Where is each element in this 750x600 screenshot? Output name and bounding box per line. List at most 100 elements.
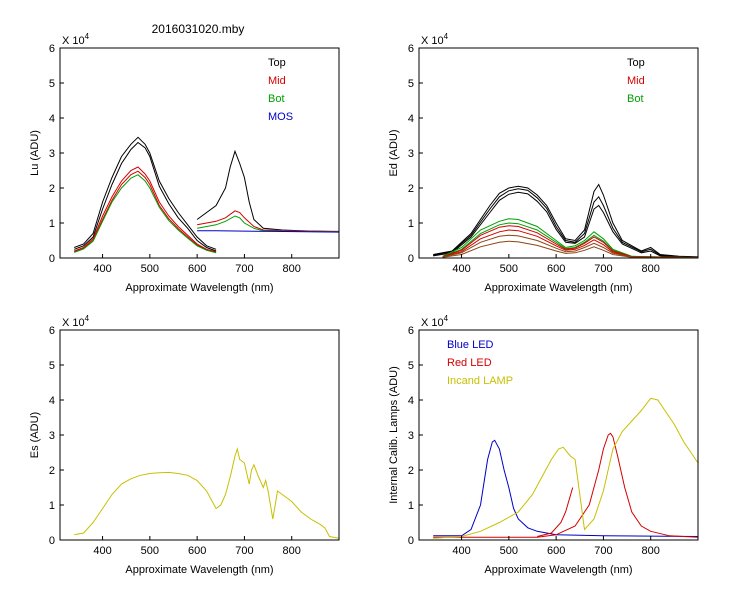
- series-line-lamps-0: [433, 439, 698, 537]
- x-tick-label-lamps-500: 500: [500, 545, 518, 557]
- legend-entry-ed-2: Bot: [627, 93, 644, 105]
- legend-entry-ed-1: Mid: [627, 75, 645, 87]
- x-tick-label-es-400: 400: [93, 545, 111, 557]
- y-tick-label-lamps-1: 1: [408, 500, 414, 512]
- y-tick-label-ed-4: 4: [408, 113, 414, 125]
- y-tick-label-lu-2: 2: [49, 183, 55, 195]
- y-tick-label-ed-1: 1: [408, 218, 414, 230]
- series-line-ed-3: [442, 218, 698, 258]
- series-line-lu-8: [197, 230, 339, 233]
- y-tick-label-lu-1: 1: [49, 218, 55, 230]
- series-line-ed-4: [442, 222, 698, 258]
- x-tick-label-ed-700: 700: [594, 263, 612, 275]
- y-tick-label-lamps-4: 4: [408, 395, 414, 407]
- y-tick-label-lamps-3: 3: [408, 430, 414, 442]
- series-line-ed-7: [442, 234, 698, 258]
- series-line-lu-1: [74, 141, 217, 252]
- x-tick-label-es-800: 800: [283, 545, 301, 557]
- y-tick-label-ed-0: 0: [408, 253, 414, 265]
- series-line-lu-3: [74, 170, 217, 253]
- y-tick-label-lamps-2: 2: [408, 465, 414, 477]
- series-line-lamps-3: [433, 397, 698, 539]
- series-line-lu-7: [197, 215, 339, 233]
- y-tick-label-es-6: 6: [49, 325, 55, 337]
- y-tick-label-lu-6: 6: [49, 43, 55, 55]
- y-tick-label-ed-5: 5: [408, 78, 414, 90]
- x-tick-label-ed-400: 400: [452, 263, 470, 275]
- x-tick-label-es-500: 500: [141, 545, 159, 557]
- chart-panel-lu: 400 500 600 700 800 0 1 2 3 4 5 6 X 104 Approximate W…: [29, 32, 340, 294]
- x-tick-label-lu-400: 400: [93, 263, 111, 275]
- x-axis-label-lamps: Approximate Wavelength (nm): [484, 564, 632, 576]
- x-tick-label-ed-500: 500: [500, 263, 518, 275]
- y-tick-label-lamps-0: 0: [408, 535, 414, 547]
- series-line-lu-0: [74, 136, 217, 250]
- y-multiplier-lamps: X 104: [421, 314, 449, 329]
- chart-panel-ed: 400 500 600 700 800 0 1 2 3 4 5 6 X 104 Approximate W…: [388, 32, 699, 294]
- y-tick-label-lu-3: 3: [49, 148, 55, 160]
- y-tick-label-ed-2: 2: [408, 183, 414, 195]
- series-line-ed-0: [433, 183, 698, 258]
- x-axis-label-ed: Approximate Wavelength (nm): [484, 282, 632, 294]
- series-line-lu-2: [74, 166, 217, 253]
- legend-entry-lamps-1: Red LED: [447, 357, 492, 369]
- x-tick-label-es-600: 600: [188, 545, 206, 557]
- axes-frame-es: [59, 329, 340, 541]
- y-tick-label-es-1: 1: [49, 500, 55, 512]
- x-tick-label-ed-600: 600: [547, 263, 565, 275]
- y-tick-label-lamps-5: 5: [408, 360, 414, 372]
- y-axis-label-ed: Ed (ADU): [388, 129, 400, 176]
- series-line-lu-6: [197, 210, 339, 232]
- y-tick-label-es-3: 3: [49, 430, 55, 442]
- legend-entry-lu-3: MOS: [268, 111, 293, 123]
- y-multiplier-lu: X 104: [62, 32, 90, 47]
- legend-entry-ed-0: Top: [627, 57, 645, 69]
- x-tick-label-es-700: 700: [235, 545, 253, 557]
- y-tick-label-es-4: 4: [49, 395, 55, 407]
- y-tick-label-es-2: 2: [49, 465, 55, 477]
- y-tick-label-lamps-6: 6: [408, 325, 414, 337]
- series-line-lu-4: [74, 174, 217, 254]
- series-line-es-0: [74, 447, 339, 539]
- y-axis-label-lamps: Internal Calib. Lamps (ADU): [388, 366, 400, 504]
- x-tick-label-lamps-700: 700: [594, 545, 612, 557]
- x-axis-label-es: Approximate Wavelength (nm): [125, 564, 273, 576]
- axes-frame-lu: [59, 47, 340, 259]
- series-line-ed-8: [442, 240, 698, 258]
- x-tick-label-lu-800: 800: [283, 263, 301, 275]
- legend-entry-lu-1: Mid: [268, 75, 286, 87]
- x-axis-label-lu: Approximate Wavelength (nm): [125, 282, 273, 294]
- series-line-ed-5: [442, 225, 698, 258]
- legend-entry-lamps-2: Incand LAMP: [447, 375, 513, 387]
- chart-panel-lamps: 400 500 600 700 800 0 1 2 3 4 5 6 X 104 Approximate W…: [388, 314, 699, 576]
- x-tick-label-lamps-600: 600: [547, 545, 565, 557]
- x-tick-label-lu-500: 500: [141, 263, 159, 275]
- y-tick-label-lu-5: 5: [49, 78, 55, 90]
- x-tick-label-lamps-800: 800: [642, 545, 660, 557]
- legend-entry-lamps-0: Blue LED: [447, 339, 494, 351]
- series-line-lu-5: [196, 149, 339, 233]
- series-line-lamps-1: [433, 432, 698, 538]
- x-tick-label-lamps-400: 400: [452, 545, 470, 557]
- y-axis-label-es: Es (ADU): [29, 412, 41, 458]
- series-line-ed-6: [442, 229, 698, 258]
- legend-entry-lu-2: Bot: [268, 93, 285, 105]
- x-tick-label-lu-600: 600: [188, 263, 206, 275]
- figure-title: 2016031020.mby: [152, 22, 245, 36]
- y-tick-label-lu-4: 4: [49, 113, 55, 125]
- x-tick-label-ed-800: 800: [642, 263, 660, 275]
- y-tick-label-es-0: 0: [49, 535, 55, 547]
- y-multiplier-es: X 104: [62, 314, 90, 329]
- y-axis-label-lu: Lu (ADU): [29, 130, 41, 176]
- x-tick-label-lu-700: 700: [235, 263, 253, 275]
- y-tick-label-lu-0: 0: [49, 253, 55, 265]
- legend-entry-lu-0: Top: [268, 57, 286, 69]
- y-tick-label-es-5: 5: [49, 360, 55, 372]
- series-line-ed-2: [433, 191, 698, 258]
- y-multiplier-ed: X 104: [421, 32, 449, 47]
- y-tick-label-ed-6: 6: [408, 43, 414, 55]
- series-line-ed-1: [433, 188, 698, 258]
- series-line-lamps-2: [537, 487, 574, 537]
- y-tick-label-ed-3: 3: [408, 148, 414, 160]
